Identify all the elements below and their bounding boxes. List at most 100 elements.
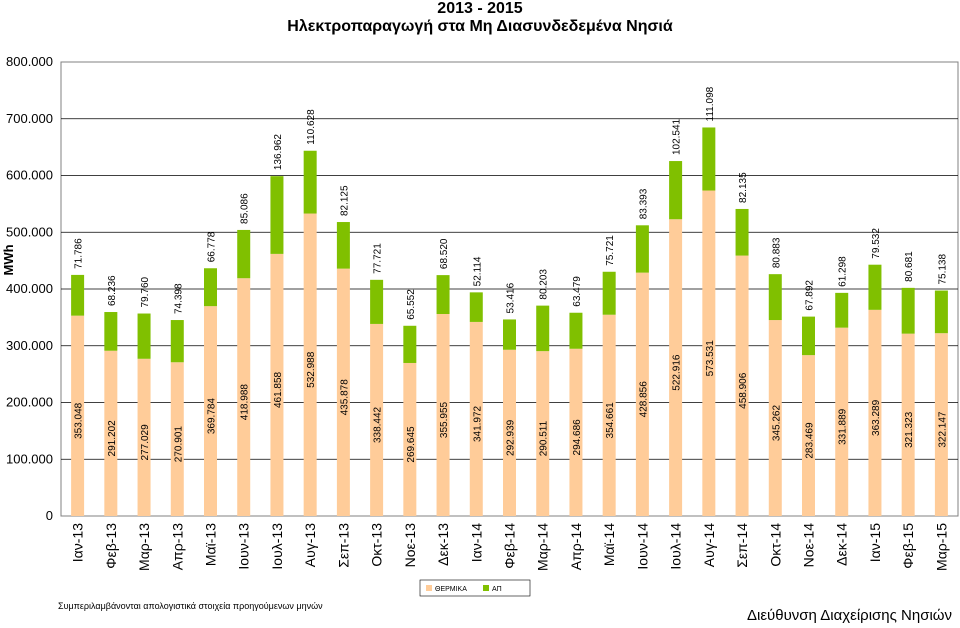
footer-department: Διεύθυνση Διαχείρισης Νησιών xyxy=(747,607,952,624)
data-label-thermal: 363.289 xyxy=(871,399,882,436)
bar-renewable xyxy=(104,312,118,351)
data-label-renewable: 83.393 xyxy=(638,188,649,219)
y-tick-label: 200.000 xyxy=(6,395,53,410)
bar-renewable xyxy=(735,208,749,256)
bar-renewable xyxy=(702,127,716,191)
x-tick-label: Μαρ-14 xyxy=(535,523,551,571)
data-label-thermal: 573.531 xyxy=(705,340,716,377)
bar-renewable xyxy=(270,176,284,254)
bar-renewable xyxy=(204,268,217,307)
data-label-renewable: 75.138 xyxy=(937,254,948,285)
bar-thermal xyxy=(270,253,284,517)
data-label-renewable: 80.681 xyxy=(904,251,915,282)
bar-renewable xyxy=(901,287,915,334)
y-tick-label: 700.000 xyxy=(6,111,53,126)
x-tick-label: Σεπ-13 xyxy=(335,523,351,568)
bar-renewable xyxy=(370,279,384,324)
bar-thermal xyxy=(536,351,550,516)
bar-thermal xyxy=(934,333,948,516)
bar-thermal xyxy=(602,314,616,516)
bar-renewable xyxy=(71,274,85,316)
legend-box xyxy=(419,579,531,597)
bar-renewable xyxy=(170,320,184,363)
x-tick-label: Φεβ-15 xyxy=(900,523,916,569)
data-label-renewable: 63.479 xyxy=(572,276,583,307)
data-label-thermal: 418.988 xyxy=(240,384,251,421)
bar-thermal xyxy=(170,362,184,516)
data-label-thermal: 353.048 xyxy=(74,402,85,439)
bar-thermal xyxy=(768,320,782,516)
data-label-thermal: 428.856 xyxy=(638,381,649,418)
bar-renewable xyxy=(602,271,616,315)
legend-swatch-renewable xyxy=(483,585,489,591)
data-label-thermal: 270.901 xyxy=(173,426,184,463)
bar-thermal xyxy=(669,219,683,516)
x-tick-label: Μαρ-15 xyxy=(933,523,949,571)
data-label-thermal: 283.469 xyxy=(805,422,816,459)
data-label-renewable: 68.520 xyxy=(439,238,450,269)
bar-renewable xyxy=(536,305,550,352)
bar-renewable xyxy=(503,319,516,350)
data-label-thermal: 355.955 xyxy=(439,401,450,438)
data-label-thermal: 532.988 xyxy=(306,351,317,388)
data-label-thermal: 321.323 xyxy=(904,411,915,448)
y-tick-label: 800.000 xyxy=(6,54,53,69)
data-label-renewable: 68.236 xyxy=(107,275,118,306)
data-label-renewable: 67.892 xyxy=(805,280,816,311)
data-label-thermal: 458.906 xyxy=(738,372,749,409)
bar-renewable xyxy=(469,292,483,322)
x-tick-label: Φεβ-14 xyxy=(502,523,518,569)
x-tick-label: Φεβ-13 xyxy=(103,523,119,569)
footnote: Συμπεριλαμβάνονται απολογιστικά στοιχεία… xyxy=(58,601,323,611)
data-label-thermal: 369.784 xyxy=(207,398,218,435)
bar-renewable xyxy=(635,225,649,273)
chart-title: 2013 - 2015 xyxy=(437,0,523,17)
x-tick-label: Μαρ-13 xyxy=(136,523,152,571)
bar-thermal xyxy=(403,362,417,516)
y-tick-label: 100.000 xyxy=(6,451,53,466)
bar-renewable xyxy=(835,292,849,328)
bar-renewable xyxy=(237,229,251,279)
x-tick-label: Απρ-13 xyxy=(169,523,185,570)
bar-thermal xyxy=(503,349,516,516)
data-label-thermal: 338.442 xyxy=(373,406,384,443)
data-label-thermal: 290.511 xyxy=(539,420,550,456)
data-label-renewable: 75.721 xyxy=(605,235,616,266)
data-label-thermal: 341.972 xyxy=(472,405,483,442)
bar-thermal xyxy=(569,348,583,516)
bar-thermal xyxy=(71,315,85,516)
bar-thermal xyxy=(204,306,217,516)
data-label-thermal: 322.147 xyxy=(937,411,948,448)
data-label-renewable: 85.086 xyxy=(240,193,251,224)
bar-thermal xyxy=(702,190,716,516)
x-tick-label: Νοε-14 xyxy=(801,523,817,568)
bar-thermal xyxy=(735,255,749,516)
x-tick-label: Απρ-14 xyxy=(568,523,584,570)
bar-thermal xyxy=(835,327,849,516)
bar-thermal xyxy=(901,333,915,516)
data-label-thermal: 277.029 xyxy=(140,424,151,461)
y-tick-label: 0 xyxy=(46,508,53,523)
legend-swatch-thermal xyxy=(426,585,432,591)
bar-thermal xyxy=(237,278,251,516)
x-tick-label: Μαϊ-14 xyxy=(601,523,617,566)
bar-renewable xyxy=(768,274,782,321)
x-tick-label: Δεκ-14 xyxy=(834,523,850,566)
x-tick-label: Ιουλ-13 xyxy=(269,523,285,570)
x-tick-label: Ιαν-13 xyxy=(70,523,86,562)
data-label-renewable: 110.628 xyxy=(306,109,317,145)
bar-thermal xyxy=(802,355,815,516)
data-label-renewable: 65.552 xyxy=(406,289,417,320)
bar-renewable xyxy=(137,313,151,359)
bar-thermal xyxy=(370,323,384,516)
data-label-renewable: 82.135 xyxy=(738,172,749,203)
data-label-renewable: 53.416 xyxy=(506,282,517,313)
data-label-renewable: 111.098 xyxy=(705,86,716,121)
x-tick-label: Αυγ-13 xyxy=(302,523,318,567)
data-label-renewable: 102.541 xyxy=(672,118,683,155)
bar-thermal xyxy=(469,321,483,516)
data-label-renewable: 71.786 xyxy=(74,238,85,269)
bar-renewable xyxy=(403,325,417,363)
data-label-renewable: 77.721 xyxy=(373,243,384,274)
